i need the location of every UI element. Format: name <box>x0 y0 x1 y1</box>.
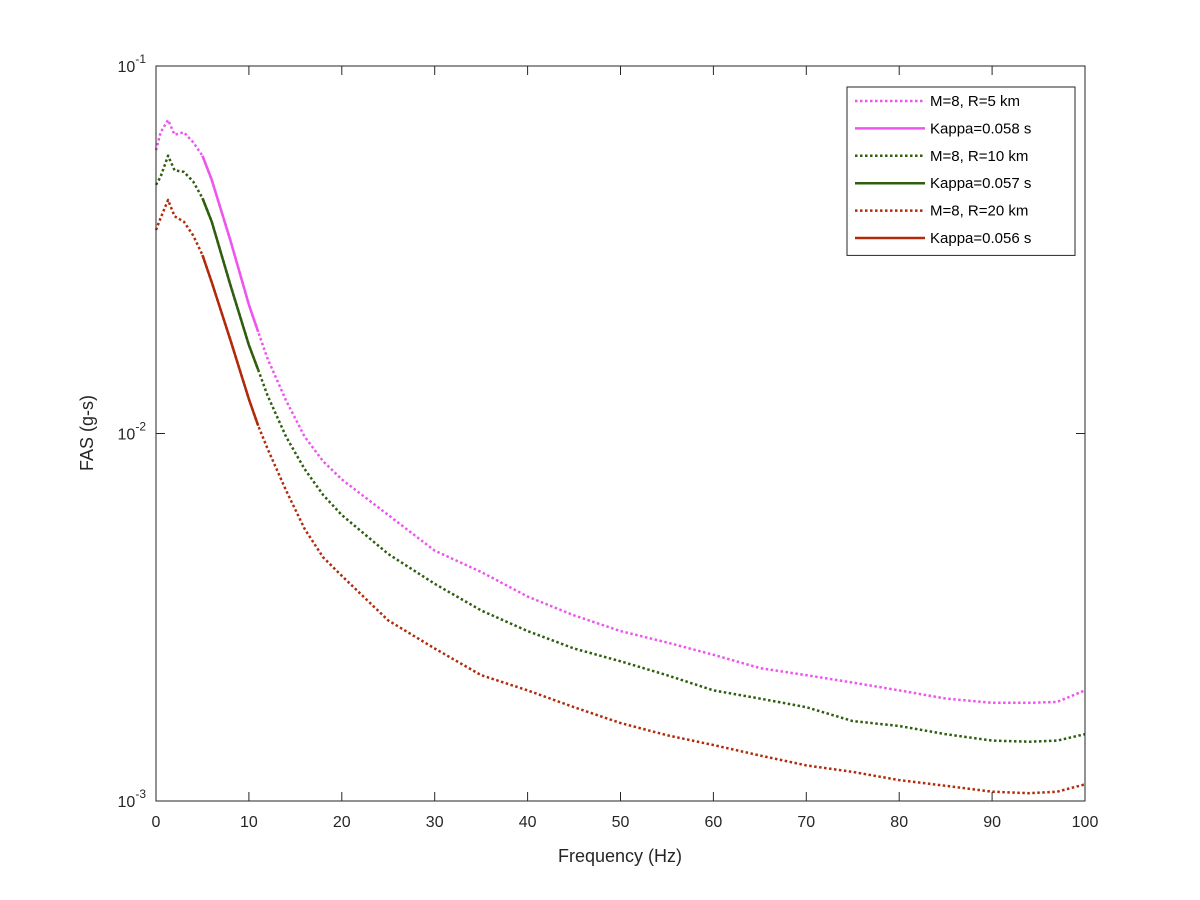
series-line <box>201 254 260 427</box>
series-line <box>154 154 1086 743</box>
x-tick-label: 60 <box>705 814 723 831</box>
y-tick-label: 10-2 <box>118 420 147 444</box>
y-axis-title: FAS (g-s) <box>77 395 97 471</box>
legend-label: M=8, R=5 km <box>930 93 1020 110</box>
x-tick-label: 50 <box>612 814 630 831</box>
x-tick-label: 80 <box>890 814 908 831</box>
series-line <box>201 197 260 371</box>
legend-label: Kappa=0.057 s <box>930 175 1031 192</box>
x-tick-label: 100 <box>1072 814 1099 831</box>
x-tick-label: 40 <box>519 814 537 831</box>
series-line <box>154 198 1086 795</box>
series-line <box>201 155 260 333</box>
x-axis-title: Frequency (Hz) <box>558 846 682 866</box>
legend-label: M=8, R=20 km <box>930 203 1028 220</box>
legend-label: Kappa=0.058 s <box>930 120 1031 137</box>
x-tick-label: 10 <box>240 814 258 831</box>
y-tick-label: 10-3 <box>118 787 147 811</box>
plot-layer <box>154 118 1086 795</box>
legend-label: M=8, R=10 km <box>930 148 1028 165</box>
legend-box <box>846 86 1076 256</box>
y-tick-label: 10-1 <box>118 52 147 76</box>
x-tick-label: 90 <box>983 814 1001 831</box>
x-tick-label: 20 <box>333 814 351 831</box>
x-tick-label: 30 <box>426 814 444 831</box>
x-tick-label: 70 <box>797 814 815 831</box>
legend-label: Kappa=0.056 s <box>930 230 1031 247</box>
x-tick-label: 0 <box>152 814 161 831</box>
